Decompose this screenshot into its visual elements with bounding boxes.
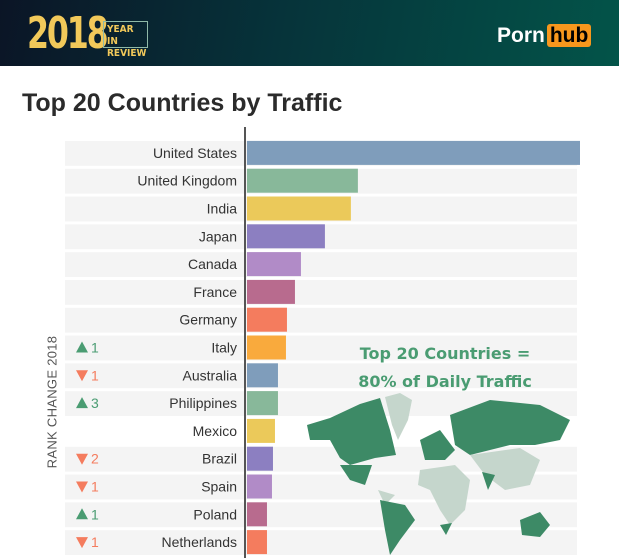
rank-up-icon xyxy=(76,508,88,520)
category-label: Brazil xyxy=(202,451,237,467)
bar-canada xyxy=(247,252,301,277)
row-background xyxy=(65,530,577,555)
bar-philippines xyxy=(247,391,278,416)
world-map xyxy=(307,393,570,555)
bar-united-states xyxy=(247,140,580,165)
brand-right: hub xyxy=(546,24,592,47)
bar-united-kingdom xyxy=(247,168,358,193)
chart-title: Top 20 Countries by Traffic xyxy=(22,89,343,117)
category-label: Netherlands xyxy=(162,534,238,550)
bar-india xyxy=(247,196,351,221)
map-region-south-africa xyxy=(440,523,452,535)
bar-spain xyxy=(247,474,272,499)
map-region-asia xyxy=(470,448,540,490)
category-label: Australia xyxy=(183,367,238,383)
rank-down-icon xyxy=(76,537,88,549)
bar-poland xyxy=(247,502,267,527)
bar-australia xyxy=(247,363,278,388)
category-label: France xyxy=(193,284,237,300)
map-region-south-america xyxy=(380,500,415,555)
rank-up-icon xyxy=(76,397,88,409)
row-background xyxy=(65,307,577,333)
category-label: Spain xyxy=(201,479,237,495)
category-label: India xyxy=(207,201,238,217)
category-label: United Kingdom xyxy=(137,173,237,189)
category-label: Canada xyxy=(188,256,237,272)
category-label: Mexico xyxy=(193,423,238,439)
bar-japan xyxy=(247,224,325,249)
rank-change-value: 1 xyxy=(91,367,99,383)
bar-mexico xyxy=(247,418,275,443)
bar-france xyxy=(247,279,295,304)
bar-italy xyxy=(247,335,286,360)
row-background xyxy=(65,252,577,277)
rank-down-icon xyxy=(76,481,88,493)
category-label: Italy xyxy=(211,340,237,356)
rank-change-value: 1 xyxy=(91,506,99,522)
map-region-russia xyxy=(450,400,570,455)
rank-change-value: 1 xyxy=(91,340,99,356)
rank-change-value: 2 xyxy=(91,451,99,467)
row-background xyxy=(65,335,577,361)
annotation-line-2: 80% of Daily Traffic xyxy=(358,372,532,391)
category-label: Germany xyxy=(179,312,237,328)
category-label: Japan xyxy=(199,228,237,244)
brand-logo[interactable]: Porn hub xyxy=(497,24,592,48)
header-banner: 2018 YEAR IN REVIEW Porn hub xyxy=(0,0,619,66)
bar-brazil xyxy=(247,446,273,471)
row-background xyxy=(65,280,577,305)
rank-down-icon xyxy=(76,370,88,382)
bar-netherlands xyxy=(247,530,267,555)
map-region-central-america xyxy=(378,490,395,505)
category-label: United States xyxy=(153,145,237,161)
category-label: Philippines xyxy=(169,395,237,411)
brand-left: Porn xyxy=(497,24,545,47)
map-region-usa-mexico xyxy=(340,465,372,485)
annotation-line-1: Top 20 Countries = xyxy=(359,344,531,363)
row-background xyxy=(65,363,577,389)
rank-change-axis-label: RANK CHANGE 2018 xyxy=(44,335,60,469)
map-region-australia xyxy=(520,512,550,537)
rank-up-icon xyxy=(76,341,88,353)
rank-change-value: 3 xyxy=(91,395,99,411)
rank-change-value: 1 xyxy=(91,534,99,550)
bar-germany xyxy=(247,307,287,332)
rank-change-value: 1 xyxy=(91,479,99,495)
year-in-review-label: YEAR IN REVIEW xyxy=(103,21,148,59)
map-region-greenland xyxy=(385,393,412,440)
rank-down-icon xyxy=(76,453,88,465)
category-label: Poland xyxy=(193,506,237,522)
row-background xyxy=(65,502,577,528)
map-region-europe xyxy=(420,430,455,460)
year-logo: 2018 xyxy=(27,8,109,59)
map-region-north-america xyxy=(307,398,396,465)
map-annotation: Top 20 Countries = 80% of Daily Traffic xyxy=(340,340,550,396)
map-region-india xyxy=(482,472,495,490)
map-region-africa xyxy=(418,465,470,525)
